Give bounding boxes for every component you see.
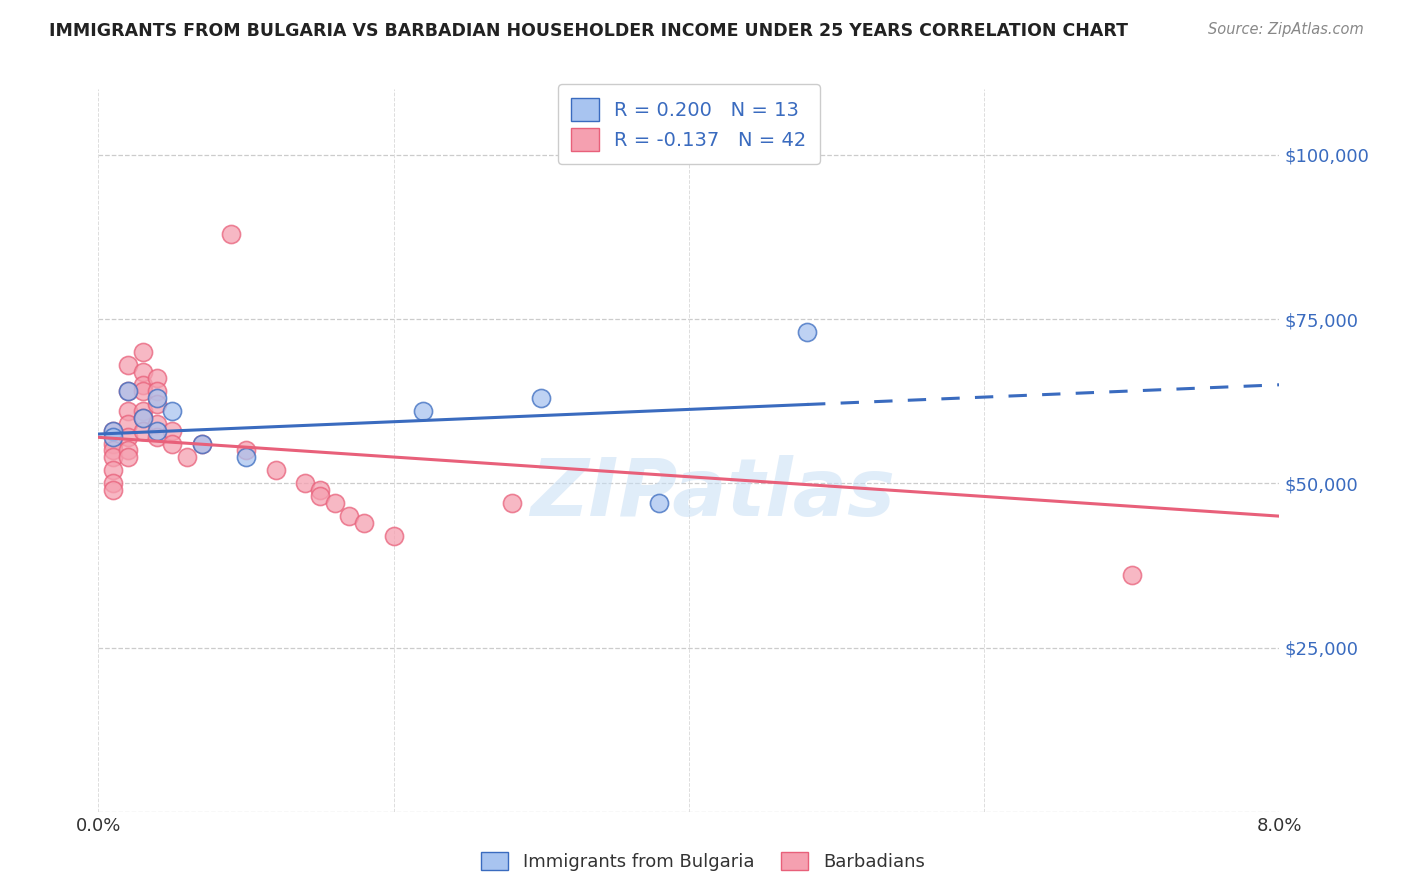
Point bbox=[146, 417, 169, 432]
Point bbox=[103, 443, 125, 458]
Point bbox=[264, 463, 287, 477]
Point bbox=[132, 377, 155, 392]
Point bbox=[191, 437, 214, 451]
Point bbox=[103, 450, 125, 464]
Point bbox=[221, 227, 243, 241]
Point bbox=[501, 496, 523, 510]
Point bbox=[117, 450, 139, 464]
Point bbox=[235, 443, 257, 458]
Text: ZIPatlas: ZIPatlas bbox=[530, 455, 896, 533]
Point bbox=[176, 450, 198, 464]
Point bbox=[117, 443, 139, 458]
Point bbox=[235, 450, 257, 464]
Point bbox=[294, 476, 316, 491]
Point bbox=[132, 404, 155, 418]
Point bbox=[103, 483, 125, 497]
Point bbox=[191, 437, 214, 451]
Legend: Immigrants from Bulgaria, Barbadians: Immigrants from Bulgaria, Barbadians bbox=[474, 845, 932, 879]
Point bbox=[382, 529, 405, 543]
Point bbox=[132, 410, 155, 425]
Point bbox=[103, 463, 125, 477]
Point bbox=[117, 358, 139, 372]
Legend: R = 0.200   N = 13, R = -0.137   N = 42: R = 0.200 N = 13, R = -0.137 N = 42 bbox=[558, 85, 820, 164]
Point bbox=[146, 371, 169, 385]
Point bbox=[339, 509, 361, 524]
Point bbox=[103, 424, 125, 438]
Point bbox=[162, 404, 183, 418]
Point bbox=[530, 391, 553, 405]
Point bbox=[353, 516, 375, 530]
Point bbox=[117, 417, 139, 432]
Point bbox=[146, 397, 169, 411]
Point bbox=[103, 476, 125, 491]
Point bbox=[132, 384, 155, 399]
Point bbox=[117, 384, 139, 399]
Point bbox=[103, 437, 125, 451]
Point bbox=[117, 404, 139, 418]
Point bbox=[103, 430, 125, 444]
Point bbox=[309, 483, 332, 497]
Point bbox=[146, 424, 169, 438]
Point bbox=[146, 391, 169, 405]
Point bbox=[146, 384, 169, 399]
Text: Source: ZipAtlas.com: Source: ZipAtlas.com bbox=[1208, 22, 1364, 37]
Point bbox=[412, 404, 434, 418]
Point bbox=[162, 424, 183, 438]
Point bbox=[309, 490, 332, 504]
Point bbox=[648, 496, 671, 510]
Point bbox=[162, 437, 183, 451]
Point bbox=[796, 325, 818, 339]
Point bbox=[132, 365, 155, 379]
Point bbox=[132, 410, 155, 425]
Text: IMMIGRANTS FROM BULGARIA VS BARBADIAN HOUSEHOLDER INCOME UNDER 25 YEARS CORRELAT: IMMIGRANTS FROM BULGARIA VS BARBADIAN HO… bbox=[49, 22, 1128, 40]
Point bbox=[1121, 568, 1143, 582]
Point bbox=[146, 430, 169, 444]
Point bbox=[323, 496, 346, 510]
Point bbox=[132, 345, 155, 359]
Point bbox=[103, 424, 125, 438]
Point bbox=[117, 384, 139, 399]
Point bbox=[132, 424, 155, 438]
Point bbox=[117, 430, 139, 444]
